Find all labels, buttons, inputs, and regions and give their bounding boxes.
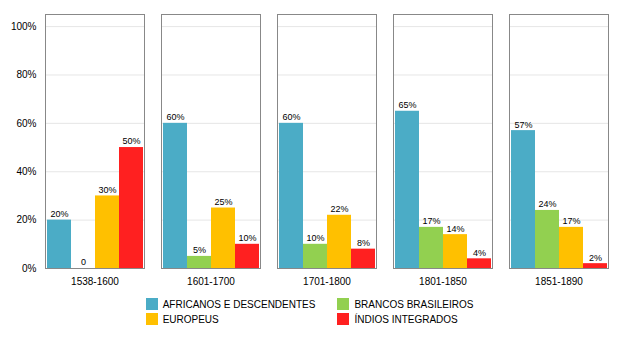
html-text:BRANCOS BRASILEIROS: BRANCOS BRASILEIROS [354, 298, 474, 310]
svg-text:60%: 60% [166, 112, 184, 122]
svg-text:20%: 20% [50, 209, 68, 219]
svg-text:30%: 30% [98, 185, 116, 195]
svg-text:8%: 8% [357, 238, 370, 248]
svg-text:1851-1890: 1851-1890 [535, 276, 583, 287]
svg-text:17%: 17% [562, 216, 580, 226]
html-text:EUROPEUS: EUROPEUS [162, 313, 219, 325]
svg-text:5%: 5% [193, 245, 206, 255]
svg-text:1538-1600: 1538-1600 [71, 276, 119, 287]
svg-text:57%: 57% [514, 119, 532, 129]
svg-text:1701-1800: 1701-1800 [303, 276, 351, 287]
svg-text:60%: 60% [282, 112, 300, 122]
svg-text:50%: 50% [122, 136, 140, 146]
svg-text:10%: 10% [238, 233, 256, 243]
html-text:AFRICANOS E DESCENDENTES: AFRICANOS E DESCENDENTES [162, 298, 316, 310]
svg-text:1601-1700: 1601-1700 [187, 276, 235, 287]
svg-text:40%: 40% [16, 166, 36, 177]
svg-text:17%: 17% [422, 216, 440, 226]
svg-text:65%: 65% [398, 100, 416, 110]
svg-text:60%: 60% [16, 118, 36, 129]
svg-text:25%: 25% [214, 197, 232, 207]
svg-text:4%: 4% [473, 248, 486, 258]
svg-text:80%: 80% [16, 69, 36, 80]
svg-text:10%: 10% [306, 233, 324, 243]
svg-text:100%: 100% [11, 21, 37, 32]
svg-text:2%: 2% [589, 253, 602, 263]
svg-text:0%: 0% [22, 263, 37, 274]
svg-text:14%: 14% [446, 224, 464, 234]
svg-text:20%: 20% [16, 214, 36, 225]
svg-text:1801-1850: 1801-1850 [419, 276, 467, 287]
svg-text:24%: 24% [538, 199, 556, 209]
svg-text:22%: 22% [330, 204, 348, 214]
html-text:ÍNDIOS INTEGRADOS: ÍNDIOS INTEGRADOS [354, 313, 458, 325]
svg-text:0: 0 [81, 257, 86, 267]
